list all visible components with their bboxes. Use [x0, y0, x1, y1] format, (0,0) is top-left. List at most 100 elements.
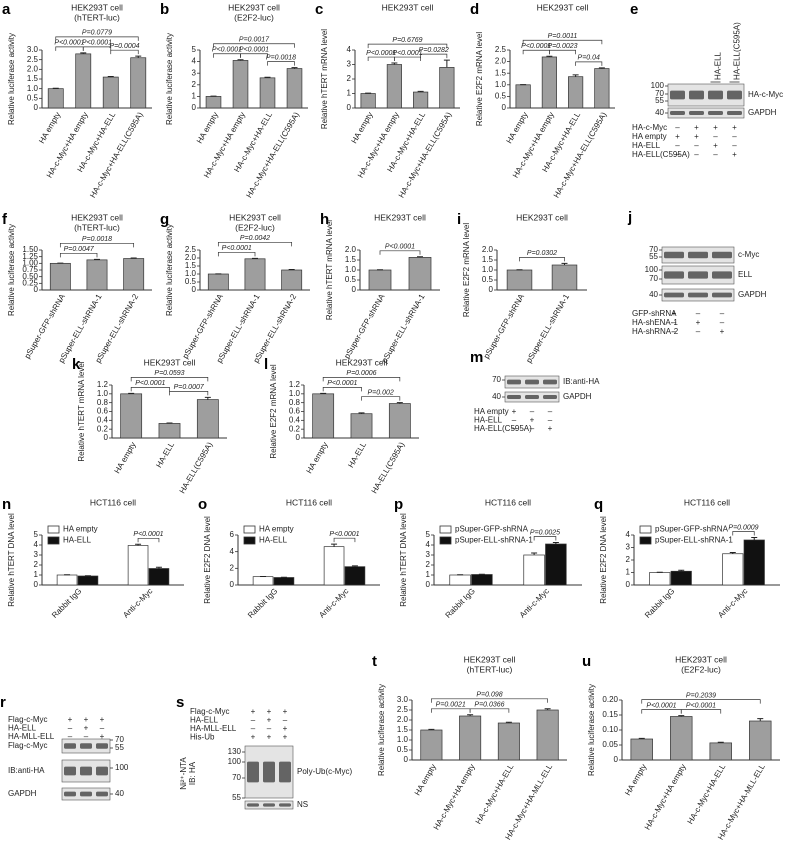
bar: [47, 88, 64, 109]
sign: +: [694, 123, 699, 132]
bar: [515, 84, 531, 109]
y-tick-label: 1.0: [345, 265, 357, 274]
row-label: HA-MLL-ELL: [8, 732, 55, 741]
size-marker: 100: [651, 81, 665, 90]
bar: [360, 93, 376, 109]
bar: [281, 269, 303, 291]
panel-label: c: [315, 1, 323, 18]
significance-bracket: [213, 53, 241, 58]
y-tick-label: 0.6: [289, 407, 301, 416]
chart-title: HEK293T cell: [382, 2, 434, 12]
x-tick-label: HA-c-Myc+HA-ELL: [686, 762, 728, 826]
blot-band: [279, 761, 291, 783]
p-value: P=0.0021: [436, 702, 466, 709]
significance-bracket: [367, 43, 448, 49]
y-tick-label: 3: [347, 60, 352, 69]
error-bar: [135, 55, 142, 58]
chart-title: HCT116 cell: [684, 497, 730, 507]
size-marker: 70: [649, 245, 658, 254]
blot-band: [64, 743, 76, 749]
significance-bracket: [137, 537, 160, 543]
bar: [709, 742, 732, 761]
y-tick-label: 0.20: [602, 695, 618, 704]
significance-bracket: [575, 61, 603, 66]
panel-label: h: [320, 211, 329, 228]
size-marker: 100: [645, 265, 659, 274]
panel-label: s: [176, 694, 184, 711]
panel-label: d: [470, 1, 479, 18]
y-tick-label: 0.5: [185, 277, 197, 286]
x-tick-label: HA empty: [350, 111, 375, 146]
y-axis-label: Relative luciferase activity: [587, 684, 596, 776]
error-bar: [678, 569, 685, 572]
blot-band: [80, 791, 92, 797]
error-bar: [237, 59, 244, 61]
p-value: P=0.0025: [530, 529, 560, 536]
y-tick-label: 5: [34, 530, 39, 539]
blot-band: [247, 761, 259, 783]
y-tick-label: 2.5: [185, 245, 197, 254]
chart-title: HEK293T cell: [228, 2, 280, 12]
x-tick-label: pSuper-GFP-shRNA: [342, 292, 387, 360]
bar: [158, 423, 181, 439]
x-tick-label: HA-c-Myc+HA empty: [432, 763, 477, 832]
panel-label: q: [594, 496, 603, 513]
y-tick-label: 5: [426, 530, 431, 539]
y-tick-label: 0.8: [289, 398, 301, 407]
blot-band: [247, 803, 259, 807]
sign: –: [548, 407, 553, 416]
band-label: GAPDH: [563, 392, 592, 401]
sign: +: [512, 407, 517, 416]
bar: [670, 716, 693, 761]
y-tick-label: 1.0: [97, 389, 109, 398]
y-tick-label: 1.0: [482, 265, 494, 274]
bar: [408, 257, 432, 291]
bar: [388, 403, 411, 439]
sign: +: [283, 724, 288, 733]
bar: [259, 77, 276, 109]
error-bar: [531, 552, 538, 555]
error-bar: [428, 728, 435, 730]
bar: [439, 67, 455, 109]
p-value: P=0.6769: [392, 37, 422, 44]
chart-title: HCT116 cell: [90, 497, 136, 507]
size-marker: 130: [228, 747, 242, 756]
error-bar: [358, 412, 365, 414]
size-marker: 55: [115, 743, 124, 752]
row-label: HA empty: [474, 407, 509, 416]
bar: [368, 269, 392, 291]
band-label: IB:anti-HA: [563, 377, 600, 386]
y-axis-label: Relative E2F2 DNA level: [203, 516, 212, 604]
sign: –: [675, 150, 680, 159]
band-label: GAPDH: [8, 789, 37, 798]
p-value: P=0.0009: [728, 524, 758, 531]
y-tick-label: 1.0: [495, 80, 507, 89]
error-bar: [546, 55, 553, 57]
legend-swatch: [639, 525, 652, 534]
legend-swatch: [639, 536, 652, 545]
blot-band: [96, 791, 108, 797]
y-tick-label: 0: [626, 580, 631, 589]
y-tick-label: 0: [34, 580, 39, 589]
x-tick-label: HA-c-Myc+HA-ELL(C595A): [88, 110, 145, 199]
size-marker: 70: [649, 274, 658, 283]
bar: [386, 64, 402, 109]
p-value: P=0.0047: [64, 246, 95, 253]
chart-title: HEK293T cell: [229, 212, 281, 222]
error-bar: [130, 257, 137, 259]
y-axis-label: Relative E2F2 mRNA level: [475, 32, 484, 126]
x-tick-label: pSuper-GFP-shRNA: [23, 292, 68, 360]
side-label: IB: HA: [188, 761, 197, 785]
sign: +: [548, 424, 553, 433]
bar: [497, 722, 520, 761]
sign: –: [251, 724, 256, 733]
band-label: Poly-Ub(c-Myc): [297, 767, 352, 776]
row-label: HA-ELL: [190, 716, 219, 725]
size-marker: 70: [492, 375, 501, 384]
y-tick-label: 1.0: [397, 735, 409, 744]
size-marker: 100: [115, 763, 129, 772]
y-tick-label: 0.2: [97, 424, 109, 433]
p-value: P=0.0017: [239, 37, 270, 44]
sign: –: [694, 150, 699, 159]
p-value: P<0.0001: [329, 531, 359, 538]
